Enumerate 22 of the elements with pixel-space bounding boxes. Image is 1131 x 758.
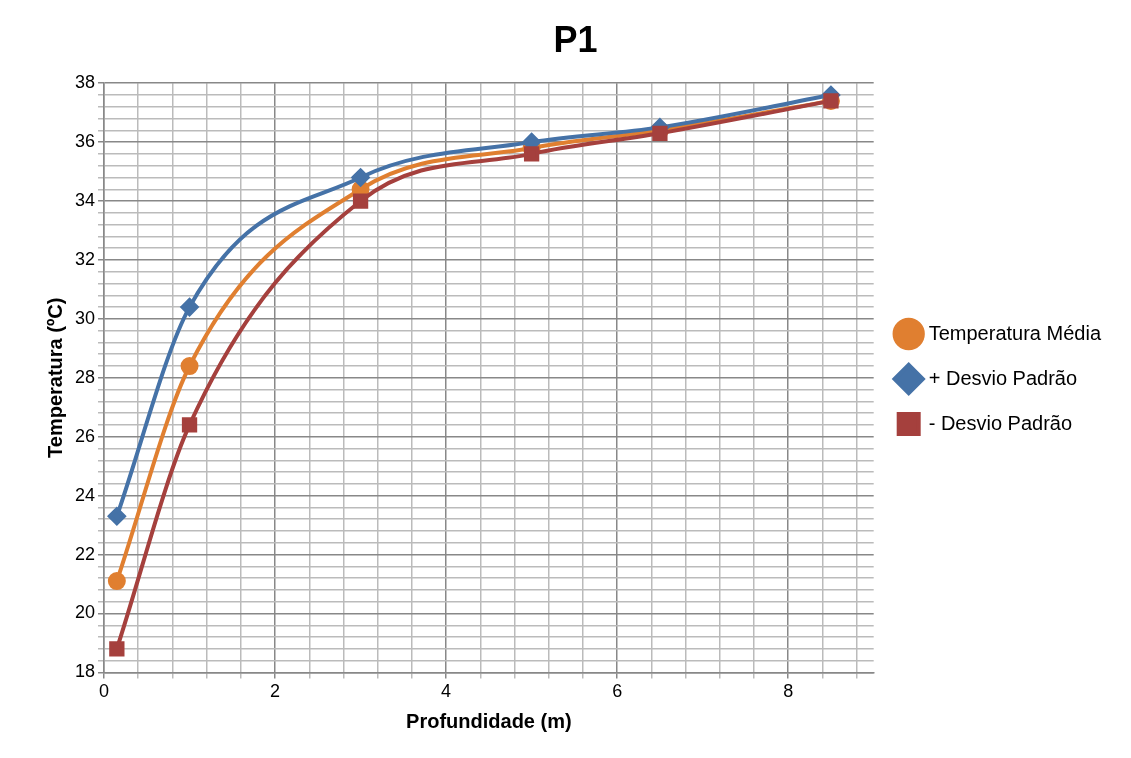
y-tick-label: 36 [74,131,96,152]
y-tick-label: 18 [74,661,96,682]
y-tick-label: 30 [74,307,96,328]
y-tick-label: 22 [74,543,96,564]
legend-label: - Desvio Padrão [928,411,1073,434]
x-tick-label: 4 [441,681,452,702]
y-tick-label: 26 [74,425,96,446]
y-tick-label: 34 [74,190,96,211]
legend-label: + Desvio Padrão [928,366,1078,389]
legend-label: Temperatura Média [928,321,1102,344]
y-tick-label: 28 [74,366,96,387]
x-tick-label: 8 [783,681,794,702]
y-tick-label: 20 [74,602,96,623]
y-tick-label: 32 [74,248,96,269]
y-axis-title: Temperatura (ºC) [43,297,66,458]
x-tick-label: 0 [99,681,110,702]
x-tick-label: 6 [612,681,623,702]
x-tick-label: 2 [270,681,281,702]
y-tick-label: 38 [74,72,96,93]
y-tick-label: 24 [74,484,96,505]
chart-title: P1 [553,18,598,60]
x-axis-title: Profundidade (m) [406,709,572,732]
